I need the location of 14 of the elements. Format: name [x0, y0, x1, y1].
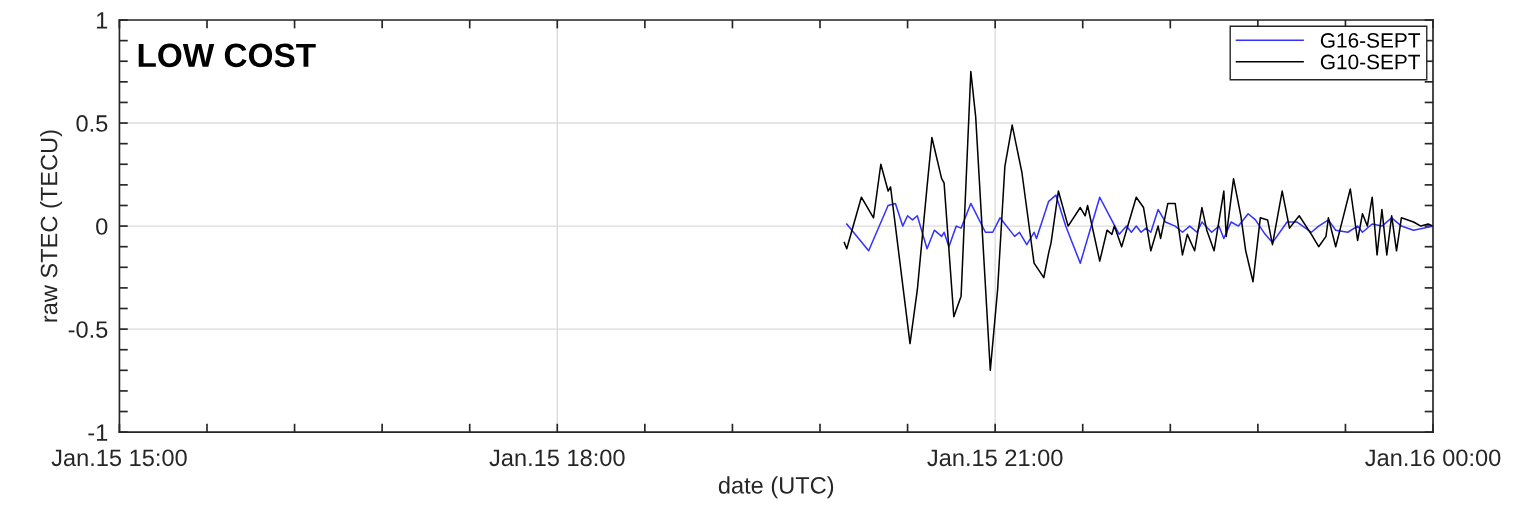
x-tick-label: Jan.15 18:00: [489, 449, 625, 467]
legend-label: G10-SEPT: [1320, 54, 1421, 70]
y-tick-label: -0.5: [68, 321, 108, 338]
x-tick-label: Jan.16 00:00: [1365, 449, 1501, 467]
annotation: LOW COST: [138, 43, 316, 68]
x-axis-title: date (UTC): [718, 476, 834, 499]
y-tick-label: 1: [96, 12, 108, 29]
legend-label: G16-SEPT: [1320, 33, 1421, 48]
x-tick-label: Jan.15 15:00: [51, 449, 187, 467]
x-tick-label: Jan.15 21:00: [927, 449, 1063, 467]
y-tick-label: 0: [96, 218, 108, 235]
y-tick-label: -1: [88, 424, 108, 441]
y-axis-title: raw STEC (TECU): [40, 130, 63, 322]
y-tick-label: 0.5: [76, 115, 108, 132]
